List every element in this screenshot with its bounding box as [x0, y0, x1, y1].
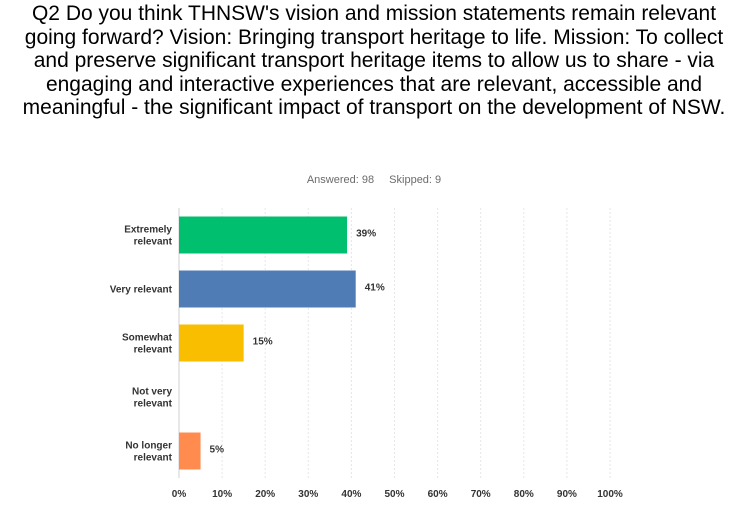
question-title: Q2 Do you think THNSW's vision and missi…	[22, 2, 726, 119]
category-label: Somewhat	[122, 333, 173, 344]
x-tick-label: 20%	[255, 489, 275, 500]
category-label: Very relevant	[110, 285, 173, 296]
bar	[179, 216, 348, 254]
x-tick-label: 10%	[212, 489, 232, 500]
answered-count: Answered: 98	[306, 174, 375, 186]
category-label: relevant	[134, 399, 173, 410]
data-label: 41%	[365, 283, 385, 294]
x-tick-label: 0%	[172, 489, 187, 500]
data-label: 5%	[210, 445, 225, 456]
data-label: 39%	[356, 229, 376, 240]
category-label: relevant	[134, 345, 173, 356]
skipped-count: Skipped: 9	[389, 174, 442, 186]
category-label: Extremely	[124, 225, 172, 236]
x-tick-label: 50%	[384, 489, 404, 500]
data-label: 15%	[253, 337, 273, 348]
bar	[179, 432, 201, 470]
category-label: No longer	[125, 441, 172, 452]
x-tick-label: 90%	[557, 489, 577, 500]
category-label: relevant	[134, 237, 173, 248]
x-tick-label: 70%	[471, 489, 491, 500]
bar	[179, 324, 244, 362]
bar	[179, 270, 356, 308]
x-tick-label: 80%	[514, 489, 534, 500]
x-tick-label: 40%	[341, 489, 361, 500]
response-stats: Answered: 98 Skipped: 9	[0, 174, 748, 186]
category-label: Not very	[132, 387, 172, 398]
x-tick-label: 60%	[428, 489, 448, 500]
category-label: relevant	[134, 453, 173, 464]
x-tick-label: 100%	[597, 489, 623, 500]
x-tick-label: 30%	[298, 489, 318, 500]
